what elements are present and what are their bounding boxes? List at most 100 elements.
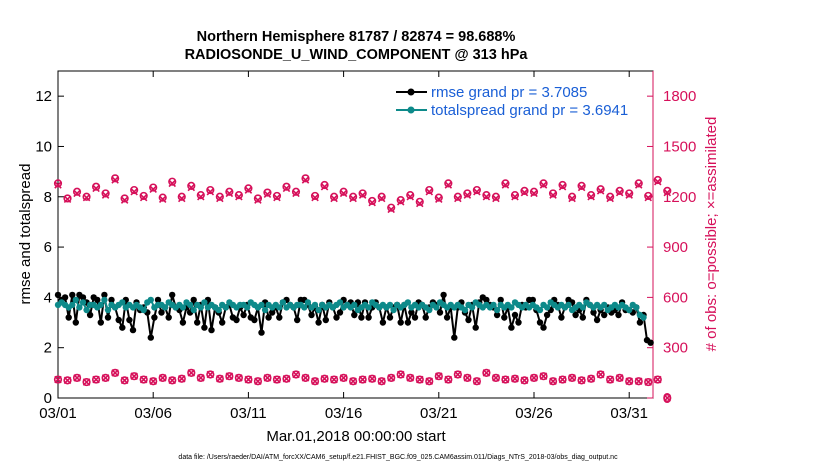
- totalspread-point: [508, 304, 515, 311]
- obs-assimilated-marker: [339, 189, 348, 198]
- obs-assimilated-marker: [197, 374, 205, 382]
- obs-possible-marker: [63, 194, 72, 203]
- obs-assimilated-marker: [377, 377, 386, 385]
- totalspread-point: [490, 301, 497, 309]
- obs-assimilated-marker: [473, 377, 481, 385]
- obs-assimilated-marker: [206, 187, 215, 196]
- obs-possible-marker: [53, 375, 63, 384]
- obs-possible-marker: [53, 179, 63, 188]
- rmse-point: [601, 311, 608, 319]
- obs-possible-marker: [187, 368, 196, 377]
- totalspread-point: [315, 306, 322, 314]
- obs-assimilated-marker: [406, 193, 415, 201]
- obs-assimilated-marker: [330, 194, 338, 203]
- obs-possible-marker: [615, 373, 624, 382]
- x-tick-label: 03/11: [230, 405, 266, 422]
- obs-possible-marker: [406, 373, 415, 382]
- rmse-point: [108, 296, 115, 304]
- y-axis-right-label: # of obs: o=possible; ×=assimilated: [703, 117, 720, 352]
- obs-assimilated-marker: [444, 181, 453, 189]
- obs-assimilated-marker: [558, 182, 567, 191]
- obs-assimilated-marker: [663, 394, 672, 402]
- obs-possible-marker: [625, 189, 634, 198]
- obs-possible-marker: [520, 186, 529, 195]
- obs-possible-marker: [149, 377, 158, 386]
- rmse-point: [54, 291, 62, 299]
- obs-possible-marker: [463, 373, 472, 382]
- obs-assimilated-marker: [606, 375, 614, 384]
- obs-assimilated-marker: [263, 190, 272, 199]
- legend: rmse grand pr = 3.7085 totalspread grand…: [392, 78, 646, 122]
- x-tick-label: 03/01: [39, 405, 77, 422]
- obs-possible-marker: [177, 374, 186, 383]
- totalspread-point: [69, 301, 76, 309]
- obs-possible-marker: [577, 181, 586, 190]
- obs-assimilated-marker: [216, 194, 224, 203]
- rmse-point: [240, 311, 247, 319]
- obs-assimilated-marker: [454, 194, 462, 203]
- totalspread-point: [304, 299, 312, 306]
- legend-marker-totalspread: [407, 106, 415, 114]
- obs-possible-marker: [425, 185, 434, 195]
- rmse-point: [465, 316, 472, 324]
- obs-possible-marker: [82, 192, 91, 201]
- obs-assimilated-marker: [349, 194, 357, 203]
- totalspread-point: [426, 306, 433, 314]
- rmse-point: [61, 294, 69, 301]
- obs-assimilated-marker: [396, 370, 405, 379]
- obs-possible-marker: [453, 192, 462, 201]
- rmse-point: [147, 334, 154, 341]
- obs-possible-marker: [301, 174, 310, 183]
- rmse-point: [269, 309, 276, 316]
- plot-frame: [57, 70, 654, 399]
- obs-assimilated-marker: [358, 375, 367, 384]
- obs-possible-marker: [253, 194, 263, 203]
- obs-possible-marker: [567, 192, 577, 201]
- rmse-point: [251, 316, 258, 324]
- rmse-point: [404, 319, 412, 326]
- obs-possible-marker: [577, 376, 586, 385]
- obs-assimilated-marker: [530, 374, 538, 382]
- obs-assimilated-marker: [311, 193, 319, 202]
- x-tick-label: 03/21: [420, 405, 458, 422]
- obs-possible-marker: [444, 375, 453, 384]
- obs-assimilated-marker: [168, 376, 177, 385]
- obs-possible-marker: [425, 377, 434, 386]
- rmse-point: [104, 314, 112, 321]
- obs-assimilated-marker: [549, 377, 557, 385]
- obs-assimilated-marker: [225, 372, 234, 380]
- obs-assimilated-marker: [254, 377, 262, 385]
- obs-assimilated-marker: [615, 374, 624, 382]
- rmse-point: [201, 324, 208, 331]
- obs-assimilated-marker: [425, 377, 434, 385]
- obs-possible-marker: [368, 374, 377, 383]
- rmse-point: [115, 316, 122, 324]
- obs-assimilated-marker: [320, 182, 329, 191]
- obs-assimilated-marker: [454, 370, 462, 379]
- obs-assimilated-marker: [387, 205, 395, 214]
- rmse-point: [497, 296, 504, 304]
- obs-assimilated-marker: [435, 195, 443, 204]
- obs-assimilated-marker: [139, 375, 148, 384]
- obs-assimilated-marker: [82, 378, 91, 386]
- obs-possible-marker: [548, 377, 558, 386]
- obs-possible-marker: [539, 372, 548, 381]
- obs-possible-marker: [101, 373, 110, 382]
- obs-possible-marker: [663, 186, 672, 195]
- y-tick-label: 2: [44, 340, 52, 357]
- legend-label-totalspread: totalspread grand pr = 3.6941: [431, 102, 628, 119]
- obs-assimilated-marker: [254, 196, 262, 204]
- rmse-point: [558, 314, 565, 321]
- rmse-point: [440, 291, 447, 299]
- obs-assimilated-marker: [73, 374, 81, 382]
- y-right-tick-label: 300: [663, 340, 688, 357]
- obs-assimilated-marker: [111, 176, 119, 184]
- totalspread-point: [215, 306, 222, 314]
- obs-assimilated-marker: [415, 199, 424, 208]
- totalspread-point: [72, 296, 80, 304]
- obs-possible-marker: [339, 187, 348, 196]
- obs-assimilated-marker: [501, 181, 510, 189]
- rmse-point: [265, 314, 272, 321]
- obs-possible-marker: [206, 370, 215, 379]
- obs-possible-marker: [653, 375, 662, 384]
